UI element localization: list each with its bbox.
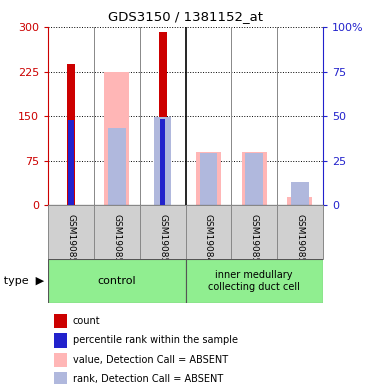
Bar	[94, 205, 140, 259]
Text: percentile rank within the sample: percentile rank within the sample	[73, 336, 238, 346]
Bar	[54, 314, 68, 328]
Bar	[277, 205, 323, 259]
Bar	[246, 153, 263, 205]
Text: GDS3150 / 1381152_at: GDS3150 / 1381152_at	[108, 10, 263, 23]
Bar	[287, 197, 312, 205]
Text: GSM190853: GSM190853	[112, 214, 121, 268]
Bar	[160, 119, 165, 205]
Bar	[200, 153, 217, 205]
Text: count: count	[73, 316, 101, 326]
Bar	[48, 205, 94, 259]
Bar	[196, 152, 221, 205]
Bar	[231, 205, 277, 259]
Text: inner medullary
collecting duct cell: inner medullary collecting duct cell	[208, 270, 300, 292]
Text: GSM190851: GSM190851	[295, 214, 304, 268]
Bar	[67, 65, 75, 205]
Bar	[54, 333, 68, 348]
Bar	[54, 353, 68, 367]
Text: rank, Detection Call = ABSENT: rank, Detection Call = ABSENT	[73, 374, 223, 384]
Bar	[154, 118, 171, 205]
Text: GSM190850: GSM190850	[250, 214, 259, 268]
Text: GSM190849: GSM190849	[204, 214, 213, 268]
Bar	[158, 31, 167, 205]
Text: cell type  ▶: cell type ▶	[0, 276, 45, 286]
Bar	[48, 259, 186, 303]
Text: GSM190852: GSM190852	[67, 214, 76, 268]
Text: GSM190854: GSM190854	[158, 214, 167, 268]
Bar	[242, 152, 267, 205]
Bar	[291, 182, 309, 205]
Bar	[68, 120, 74, 205]
Text: value, Detection Call = ABSENT: value, Detection Call = ABSENT	[73, 355, 228, 365]
Bar	[186, 259, 323, 303]
Bar	[140, 205, 186, 259]
Bar	[54, 372, 68, 384]
Bar	[108, 128, 125, 205]
Bar	[104, 71, 129, 205]
Bar	[186, 205, 231, 259]
Text: control: control	[98, 276, 136, 286]
